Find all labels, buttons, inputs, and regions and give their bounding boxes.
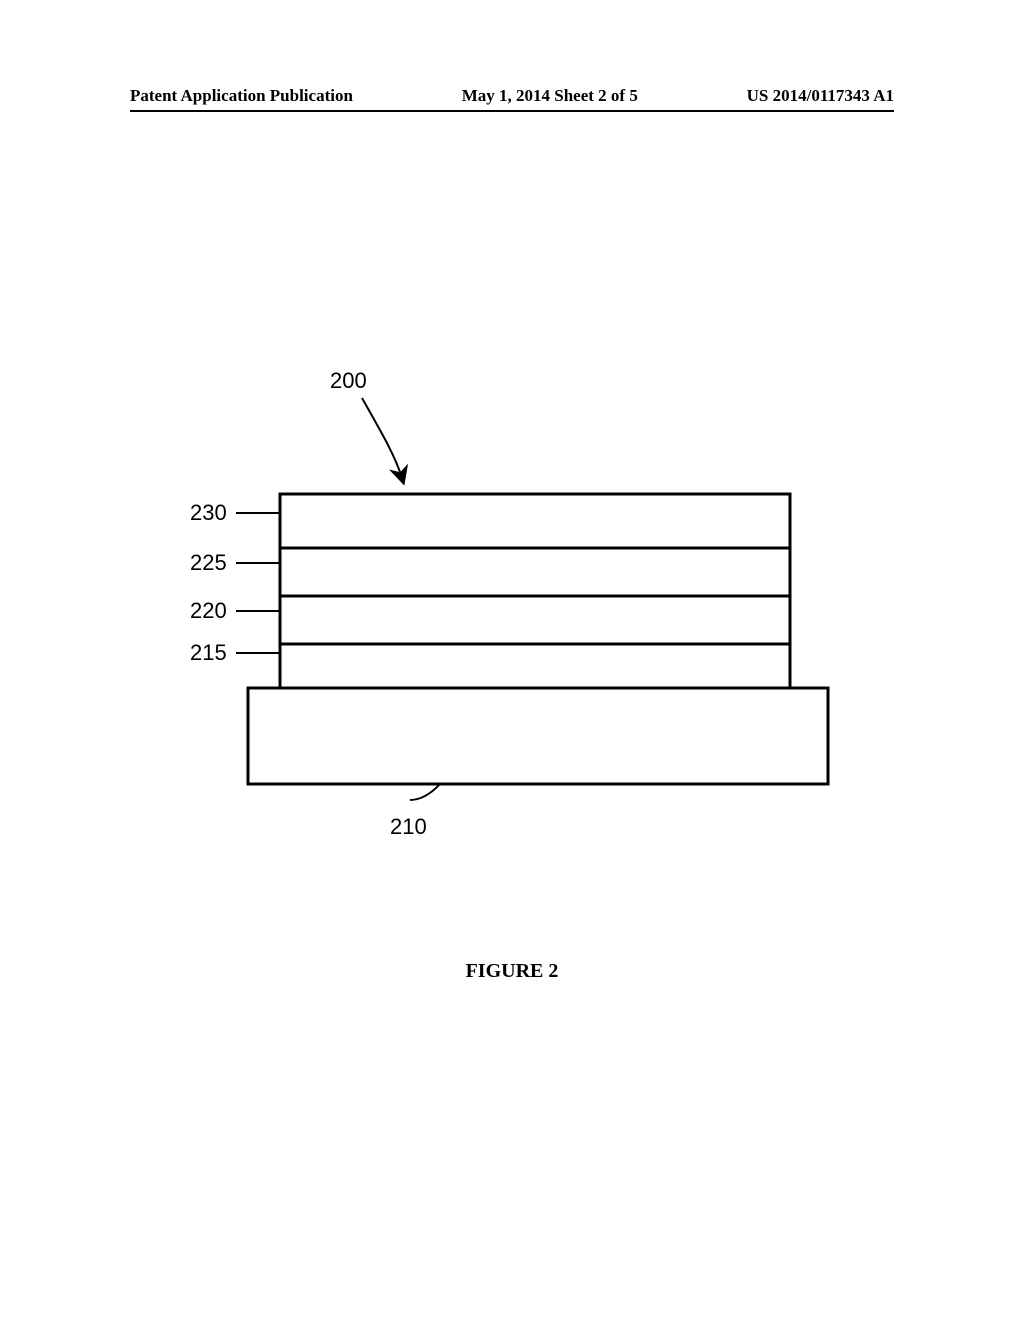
substrate-label: 210 <box>390 814 427 839</box>
layer-stack <box>248 494 828 784</box>
figure-caption: FIGURE 2 <box>0 960 1024 983</box>
assembly-arrow: 200 <box>330 368 402 478</box>
layer-rect-230 <box>280 494 790 548</box>
layer-rect-215 <box>280 644 790 688</box>
layer-label-220: 220 <box>190 598 227 623</box>
layer-label-215: 215 <box>190 640 227 665</box>
assembly-arrow-path <box>362 398 402 478</box>
layer-rect-225 <box>280 548 790 596</box>
layer-rect-220 <box>280 596 790 644</box>
layer-label-230: 230 <box>190 500 227 525</box>
layer-label-225: 225 <box>190 550 227 575</box>
substrate-rect <box>248 688 828 784</box>
figure-svg: 230 225 220 215 210 200 <box>0 0 1024 1320</box>
substrate-hook <box>410 784 440 800</box>
page: Patent Application Publication May 1, 20… <box>0 0 1024 1320</box>
figure-area: 230 225 220 215 210 200 <box>0 0 1024 1320</box>
substrate-callout: 210 <box>390 784 440 839</box>
leader-lines: 230 225 220 215 <box>190 500 280 665</box>
assembly-label: 200 <box>330 368 367 393</box>
